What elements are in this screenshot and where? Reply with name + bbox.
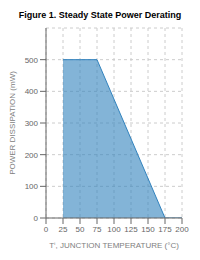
svg-text:300: 300: [25, 119, 39, 128]
svg-text:25: 25: [59, 225, 68, 234]
svg-text:75: 75: [93, 225, 102, 234]
html-text:Figure 1. Steady State Power D: Figure 1. Steady State Power Derating: [18, 10, 182, 20]
svg-text:100: 100: [25, 182, 39, 191]
svg-text:Tⁱ, JUNCTION TEMPERATURE (°C): Tⁱ, JUNCTION TEMPERATURE (°C): [49, 241, 179, 250]
svg-text:125: 125: [124, 225, 138, 234]
svg-text:150: 150: [141, 225, 155, 234]
svg-text:100: 100: [107, 225, 121, 234]
svg-text:POWER DISSIPATION (mW): POWER DISSIPATION (mW): [8, 71, 17, 175]
svg-text:175: 175: [158, 225, 172, 234]
svg-text:50: 50: [76, 225, 85, 234]
svg-text:500: 500: [25, 56, 39, 65]
svg-text:200: 200: [175, 225, 189, 234]
svg-text:0: 0: [34, 214, 39, 223]
svg-text:200: 200: [25, 151, 39, 160]
svg-text:0: 0: [44, 225, 49, 234]
svg-text:400: 400: [25, 87, 39, 96]
